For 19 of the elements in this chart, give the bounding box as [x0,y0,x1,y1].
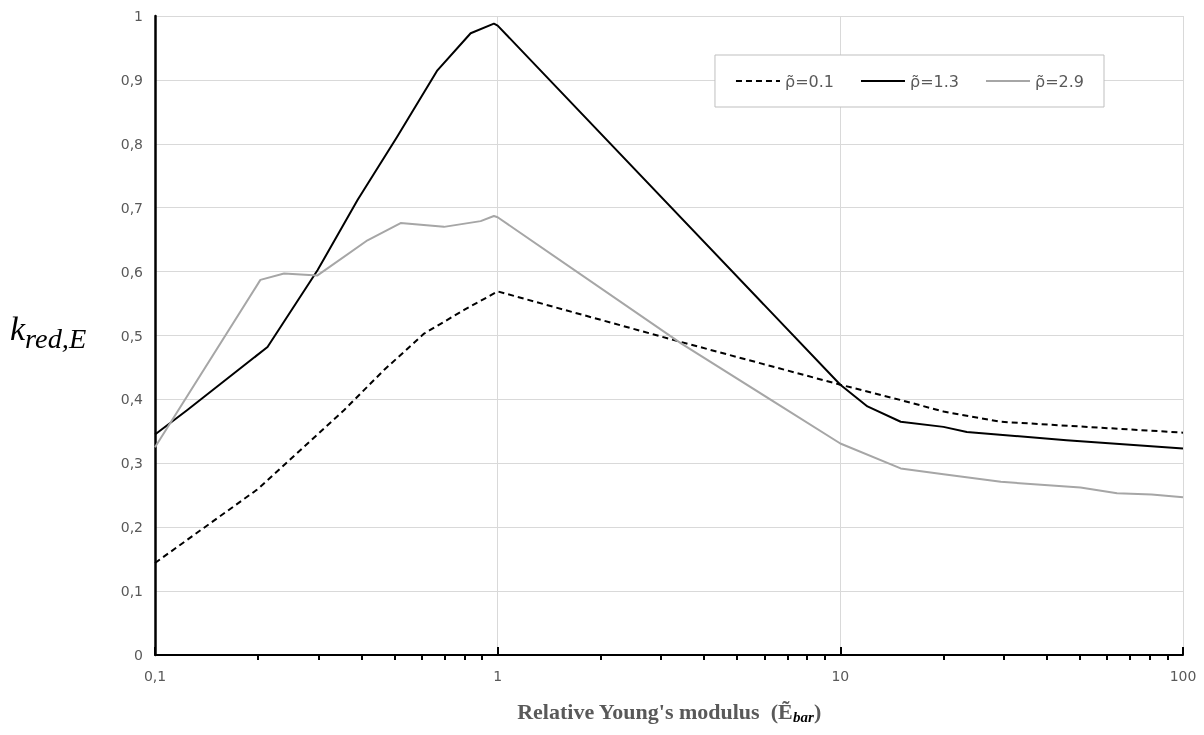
y-tick-label: 0,1 [120,583,143,600]
legend-label: ρ̃=1.3 [909,71,959,91]
y-tick-label: 0,6 [120,263,144,280]
y-tick-label: 0,7 [120,199,143,216]
y-tick-label: 0,2 [120,519,143,536]
y-tick-label: 0,9 [120,71,143,88]
legend-label: ρ̃=2.9 [1034,71,1085,91]
y-axis-title: k$_{red,E}$ [10,310,87,354]
y-tick-label: 0,8 [120,135,143,152]
y-tick-label: 1 [134,8,143,24]
x-tick-label: 10 [831,668,850,684]
y-tick-label: 0,5 [120,327,143,344]
y-tick-label: 0,3 [120,455,143,472]
y-tick-label: 0,4 [120,391,144,408]
x-tick-label: 100 [1169,668,1197,684]
x-tick-label: 1 [493,668,503,684]
x-axis-title: Relative Young's modulus (Ẽbar) [517,699,822,725]
y-tick-label: 0 [134,647,143,663]
legend-label: ρ̃=0.1 [784,71,834,91]
